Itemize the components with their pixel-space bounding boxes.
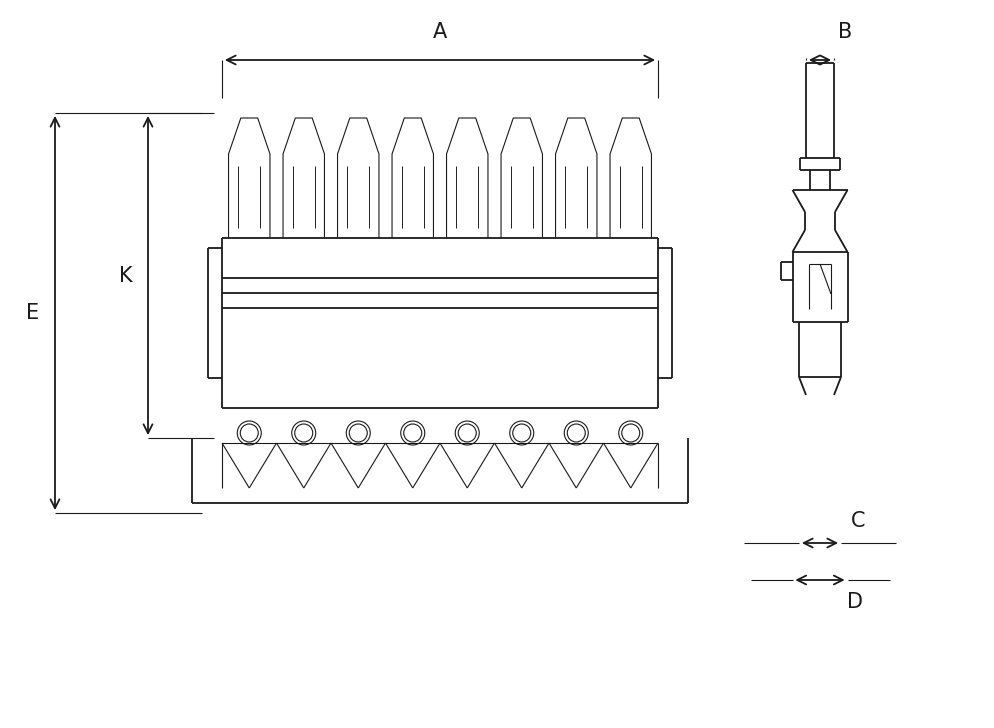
- Text: A: A: [432, 22, 447, 42]
- Text: C: C: [851, 511, 865, 531]
- Text: K: K: [119, 266, 133, 285]
- Text: D: D: [847, 592, 863, 612]
- Text: B: B: [838, 22, 852, 42]
- Text: E: E: [27, 303, 40, 323]
